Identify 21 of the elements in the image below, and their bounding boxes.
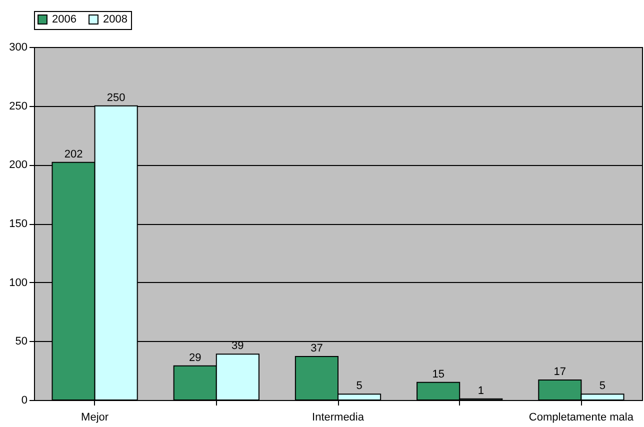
- data-label: 5: [599, 380, 606, 392]
- x-tick-label: Completamente mala: [528, 412, 634, 424]
- data-label: 17: [554, 366, 566, 378]
- data-label: 202: [64, 148, 83, 160]
- data-label: 5: [356, 380, 362, 392]
- data-label: 1: [478, 384, 484, 397]
- y-tick-label: 50: [15, 336, 28, 348]
- data-label: 37: [310, 342, 323, 354]
- data-label: 15: [432, 368, 444, 380]
- y-tick-label: 250: [9, 100, 28, 112]
- x-tick-label: Mejor: [81, 412, 109, 424]
- data-label: 250: [106, 92, 126, 104]
- y-tick-label: 0: [21, 394, 28, 406]
- legend-label: 2008: [103, 14, 128, 26]
- y-tick-label: 150: [9, 218, 28, 230]
- y-tick-label: 100: [9, 276, 28, 289]
- y-tick-label: 200: [9, 159, 28, 172]
- legend-label: 2006: [52, 14, 76, 26]
- y-tick-label: 300: [9, 42, 28, 54]
- data-label: 29: [188, 352, 202, 364]
- x-tick-label: Intermedia: [312, 412, 365, 424]
